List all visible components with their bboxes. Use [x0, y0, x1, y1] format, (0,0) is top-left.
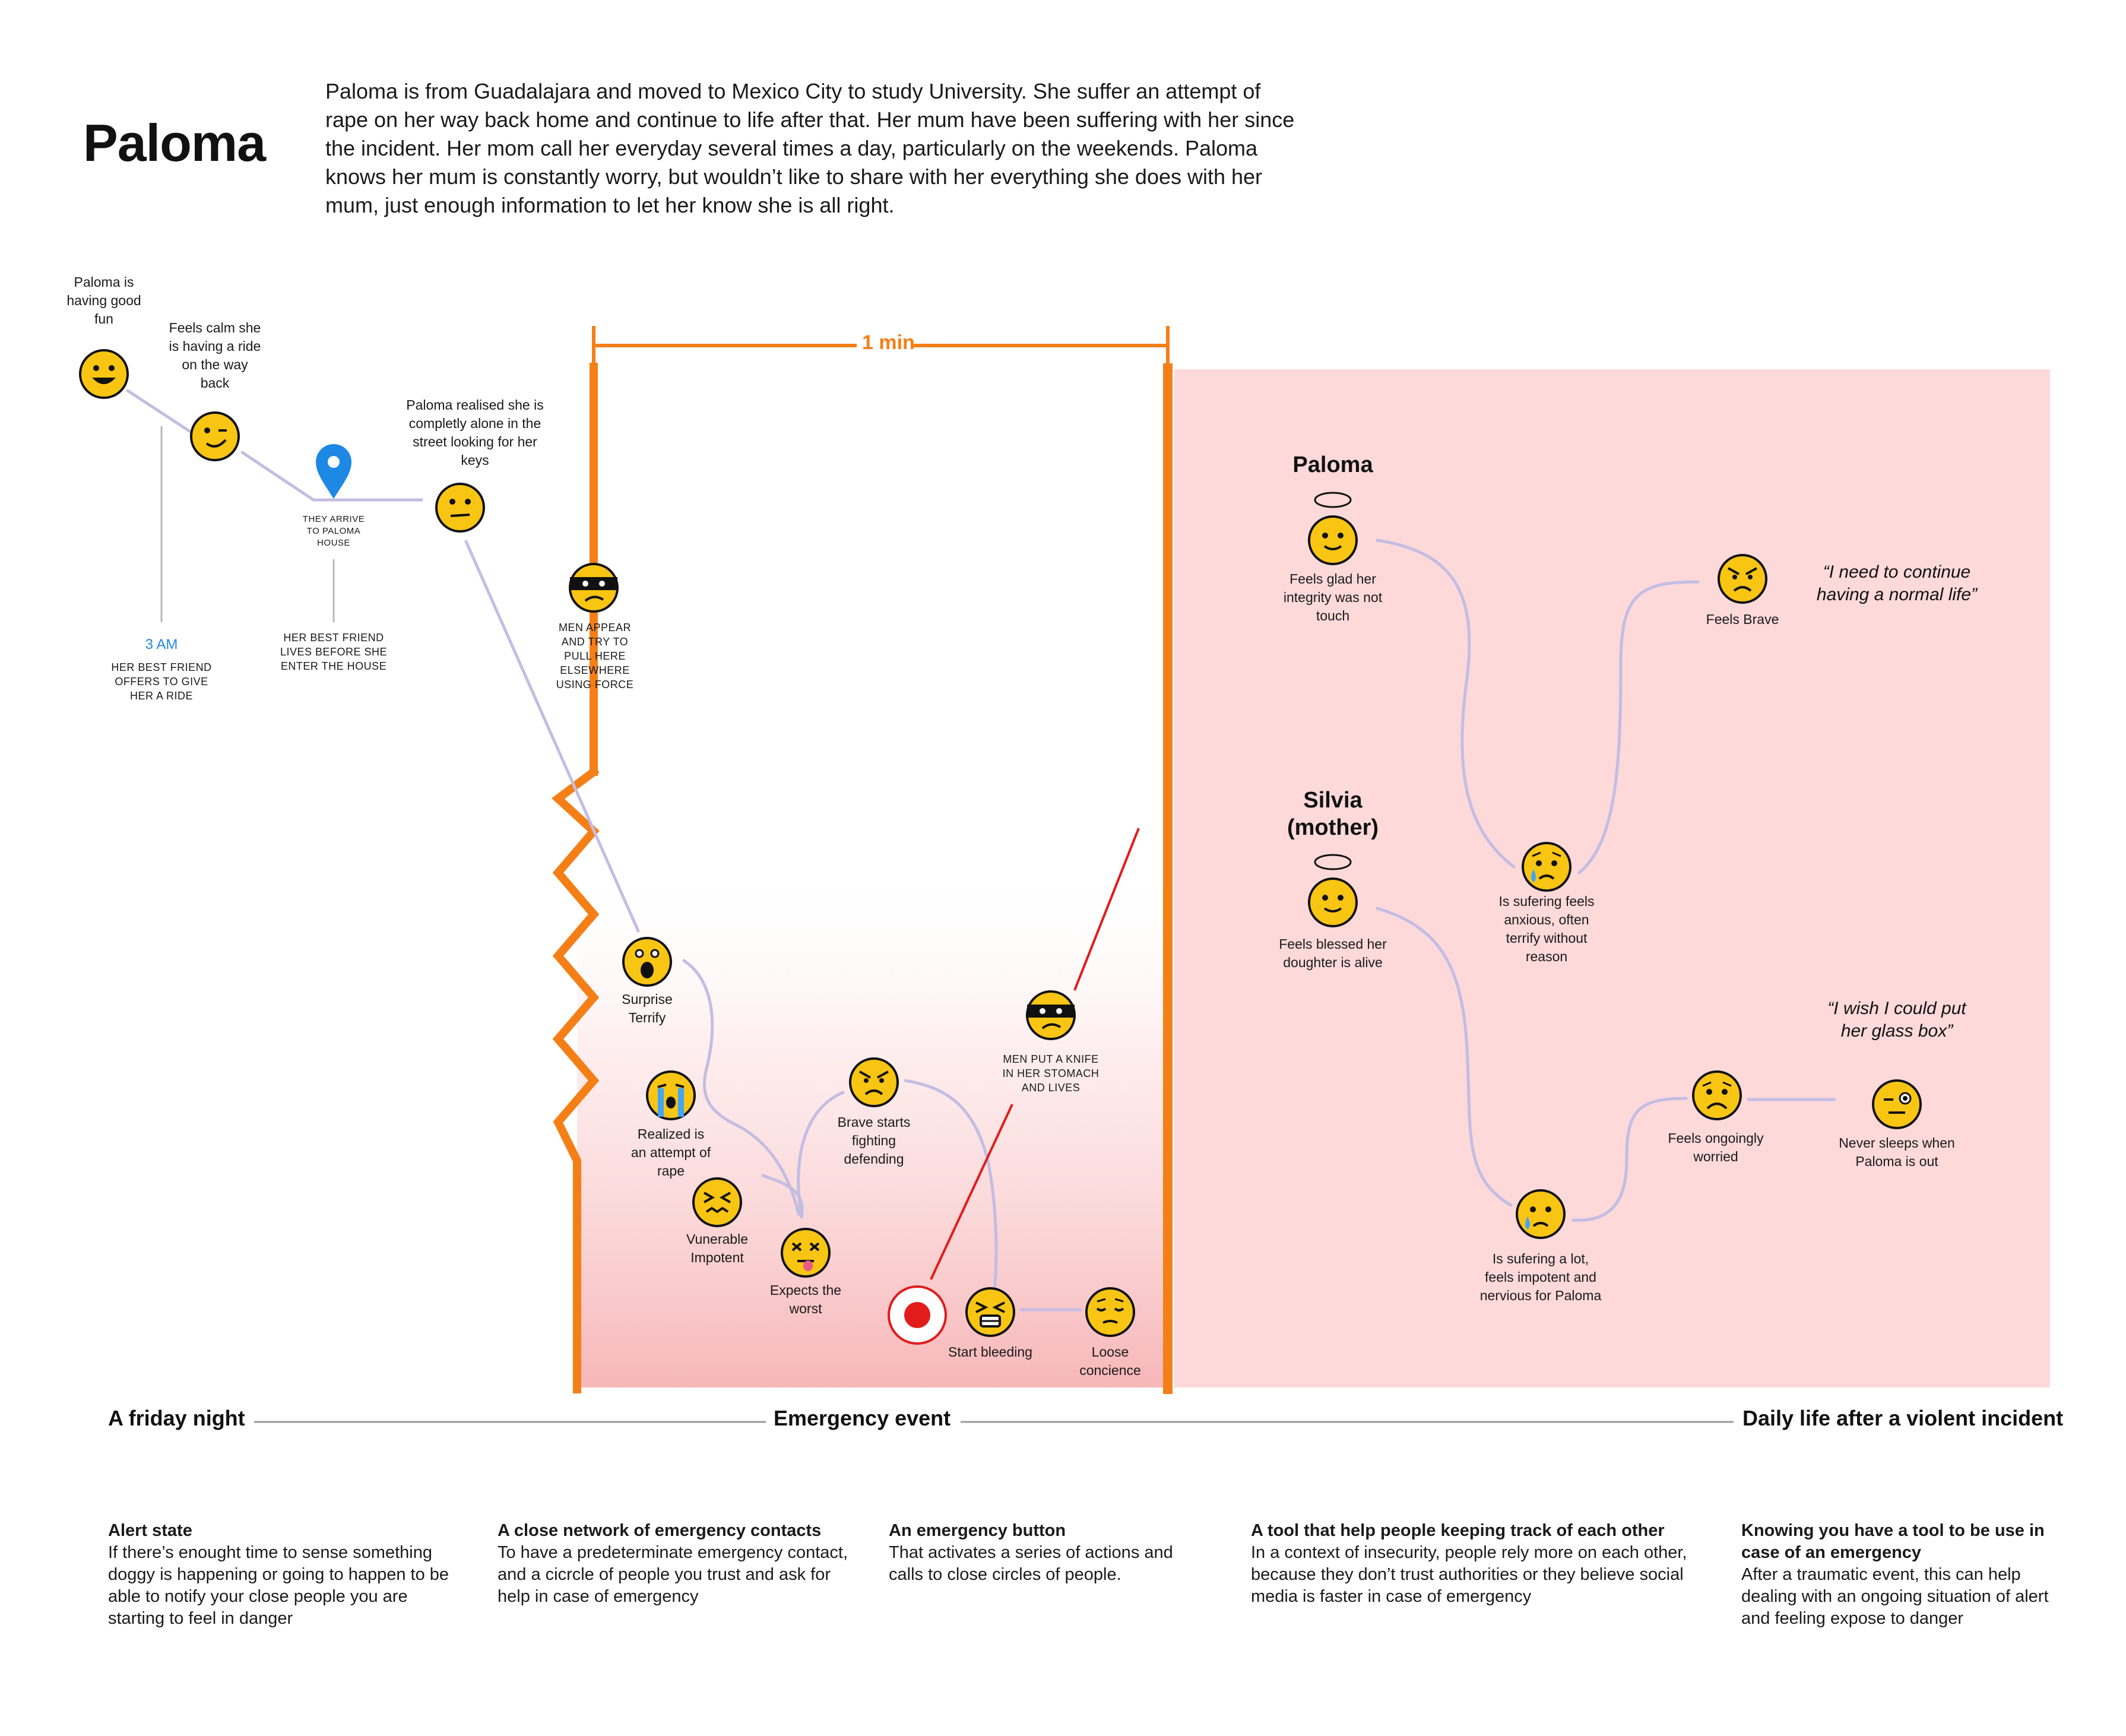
- winking-face-icon: [190, 411, 240, 461]
- bleeding-note: Start bleeding: [948, 1344, 1032, 1360]
- friend-leaves-caption: HER BEST FRIEND LIVES BEFORE SHE ENTER T…: [280, 632, 388, 672]
- insight-body: After a traumatic event, this can help d…: [1741, 1565, 2049, 1628]
- glad-note: Feels glad her integrity was not touch: [1283, 571, 1383, 623]
- timeline-guides: [160, 426, 335, 622]
- quote-glass-box: “I wish I could put her glass box”: [1827, 999, 1966, 1041]
- realized-note: Realized is an attempt of rape: [630, 1126, 711, 1179]
- quote-normal-life: “I need to continue having a normal life…: [1816, 562, 1978, 604]
- duration-label: 1 min: [862, 331, 915, 354]
- time-label: 3 AM: [145, 636, 178, 652]
- friend-offer-caption: HER BEST FRIEND OFFERS TO GIVE HER A RID…: [111, 661, 212, 702]
- arrive-caption: THEY ARRIVE TO PALOMA HOUSE: [302, 514, 365, 548]
- dizzy-face-icon: [781, 1228, 831, 1278]
- frowning-face-icon: [1692, 1070, 1742, 1120]
- brave-note: Brave starts fighting defending: [837, 1114, 911, 1167]
- worried-note: Feels ongoingly worried: [1668, 1130, 1764, 1164]
- silvia-halo-icon: [1314, 854, 1352, 870]
- masked-man-icon: [569, 563, 619, 613]
- relieved-face-icon: [1085, 1287, 1135, 1337]
- suffering-note: Is sufering a lot, feels impotent and ne…: [1479, 1251, 1602, 1303]
- emotion-paths: [126, 389, 1836, 1311]
- insight-tracking-tool: A tool that help people keeping track of…: [1251, 1520, 1702, 1608]
- emergency-gradient-background: [577, 861, 1171, 1387]
- grinning-face-icon: [79, 349, 129, 399]
- loose-note: Loose concience: [1079, 1344, 1141, 1378]
- paloma-header: Paloma: [1292, 452, 1373, 477]
- screaming-face-icon: [622, 937, 672, 987]
- neutral-face-icon: [435, 483, 485, 533]
- insight-title: Alert state: [108, 1521, 192, 1540]
- insight-title: A close network of emergency contacts: [498, 1521, 822, 1540]
- insight-body: If there’s enought time to sense somethi…: [108, 1543, 449, 1628]
- silvia-header: Silvia (mother): [1287, 788, 1379, 840]
- crying-face-icon: [1516, 1189, 1566, 1239]
- anxious-note: Is sufering feels anxious, often terrify…: [1498, 894, 1595, 964]
- insight-emergency-tool: Knowing you have a tool to be use in cas…: [1741, 1520, 2050, 1630]
- face-with-raised-eye-icon: [1872, 1079, 1922, 1129]
- insight-title: An emergency button: [889, 1521, 1066, 1540]
- blessed-note: Feels blessed her doughter is alive: [1279, 936, 1387, 970]
- page-title: Paloma: [83, 113, 266, 172]
- confounded-face-icon: [692, 1177, 742, 1227]
- slightly-smiling-face-icon: [1308, 515, 1358, 565]
- alone-note: Paloma realised she is completly alone i…: [406, 397, 544, 468]
- insight-body: To have a predeterminate emergency conta…: [498, 1543, 848, 1606]
- phase-daily-life: Daily life after a violent incident: [1742, 1406, 2064, 1430]
- insight-emergency-button: An emergency button That activates a ser…: [889, 1520, 1197, 1586]
- men-appear-caption: MEN APPEAR AND TRY TO PULL HERE ELSEWHER…: [556, 622, 634, 690]
- insight-body: In a context of insecurity, people rely …: [1251, 1543, 1687, 1606]
- vulnerable-note: Vunerable Impotent: [686, 1231, 748, 1265]
- good-fun-note: Paloma is having good fun: [66, 274, 141, 327]
- crying-face-icon: [1522, 842, 1571, 892]
- phase-emergency-event: Emergency event: [774, 1406, 951, 1430]
- insight-title: A tool that help people keeping track of…: [1251, 1521, 1665, 1540]
- angry-face-icon: [849, 1057, 899, 1107]
- surprise-note: Surprise Terrify: [622, 991, 673, 1025]
- phase-friday-night: A friday night: [108, 1406, 245, 1430]
- angry-face-icon: [1718, 554, 1767, 604]
- alarm-button-icon: [888, 1285, 947, 1345]
- emergency-frame: [552, 326, 1173, 1394]
- calm-note: Feels calm she is having a ride on the w…: [169, 320, 261, 391]
- masked-man-icon: [1026, 990, 1076, 1040]
- insight-alert-state: Alert state If there’s enought time to s…: [108, 1520, 464, 1630]
- paloma-halo-icon: [1314, 492, 1352, 508]
- tired-face-icon: [965, 1287, 1015, 1337]
- knife-line: [930, 828, 1140, 1280]
- expects-note: Expects the worst: [769, 1282, 842, 1316]
- after-incident-background: [1174, 369, 2050, 1387]
- crying-face-icon: [646, 1070, 696, 1120]
- insight-contacts: A close network of emergency contacts To…: [498, 1520, 848, 1608]
- location-pin-icon: [316, 444, 351, 499]
- slightly-smiling-face-icon: [1308, 877, 1358, 927]
- insight-body: That activates a series of actions and c…: [889, 1543, 1173, 1584]
- intro-paragraph: Paloma is from Guadalajara and moved to …: [325, 79, 1295, 217]
- insight-title: Knowing you have a tool to be use in cas…: [1741, 1521, 2045, 1562]
- never-sleeps-note: Never sleeps when Paloma is out: [1839, 1135, 1955, 1169]
- brave-after-note: Feels Brave: [1706, 612, 1779, 627]
- knife-caption: MEN PUT A KNIFE IN HER STOMACH AND LIVES: [1002, 1053, 1100, 1094]
